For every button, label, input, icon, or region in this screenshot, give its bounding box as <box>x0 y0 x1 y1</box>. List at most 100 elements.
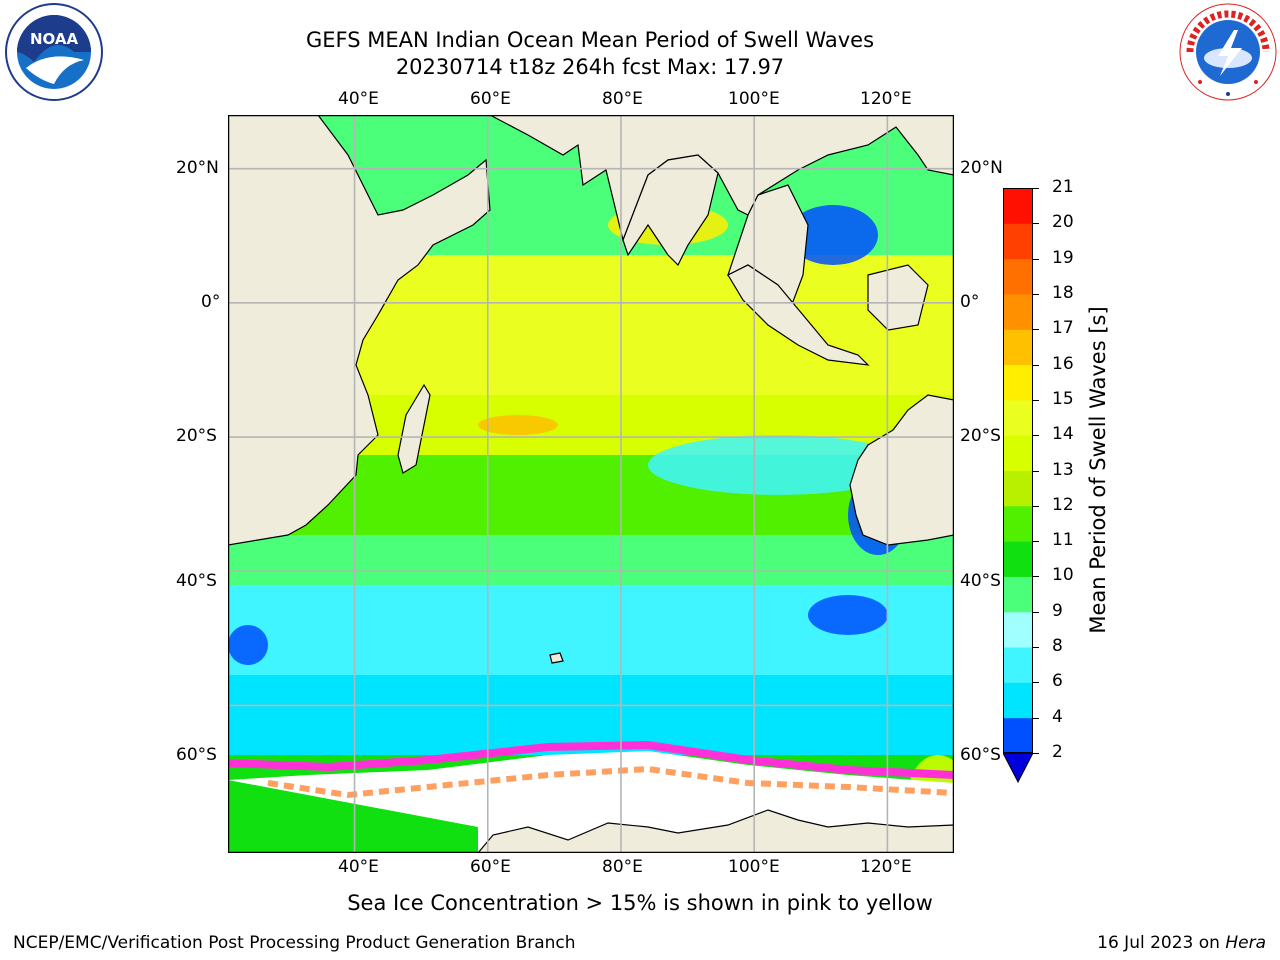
graticule <box>228 115 954 853</box>
lon-label-bottom-60e: 60°E <box>470 857 511 877</box>
colorbar-tick-label: 2 <box>1052 742 1063 762</box>
colorbar-segment <box>1003 682 1033 719</box>
lon-label-top-100e: 100°E <box>728 89 780 109</box>
sea-ice-edge <box>228 740 954 779</box>
ocean-feature <box>648 435 908 495</box>
colorbar-tick-label: 21 <box>1052 177 1074 197</box>
colorbar-tick-label: 15 <box>1052 388 1074 409</box>
colorbar-tick-mark <box>1033 753 1039 754</box>
svg-text:NOAA: NOAA <box>30 30 79 48</box>
ocean-feature <box>478 415 558 435</box>
colorbar-tick-label: 16 <box>1052 353 1074 374</box>
colorbar-tick-label: 17 <box>1052 318 1074 339</box>
colorbar-segment <box>1003 647 1033 683</box>
colorbar-tick-mark <box>1033 717 1039 719</box>
colorbar-segment <box>1003 576 1033 613</box>
borneo-land <box>867 264 929 331</box>
colorbar-tick-mark <box>1033 188 1039 189</box>
colorbar-tick-mark <box>1033 470 1039 472</box>
ocean-feature <box>808 595 888 635</box>
lon-label-bottom-80e: 80°E <box>602 857 643 877</box>
colorbar-tick-label: 10 <box>1052 565 1074 586</box>
lon-label-top-120e: 120°E <box>860 89 912 109</box>
lon-label-top-40e: 40°E <box>338 89 379 109</box>
colorbar-segment <box>1003 223 1033 260</box>
sumatra-land <box>727 264 870 366</box>
colorbar-segment <box>1003 293 1033 330</box>
noaa-logo: NOAA <box>5 3 103 101</box>
colorbar <box>1003 188 1033 784</box>
lat-label-left-20n: 20°N <box>176 158 219 178</box>
colorbar-segment <box>1003 435 1033 471</box>
footer-credit: NCEP/EMC/Verification Post Processing Pr… <box>13 933 576 953</box>
colorbar-tick-label: 9 <box>1052 600 1063 621</box>
colorbar-tick-label: 6 <box>1052 671 1063 692</box>
map-border <box>228 115 954 853</box>
colorbar-segment <box>1003 329 1033 366</box>
india-land <box>622 154 719 267</box>
colorbar-tick-mark <box>1033 682 1039 684</box>
colorbar-segment <box>1003 258 1033 295</box>
lon-label-bottom-120e: 120°E <box>860 857 912 877</box>
asia-land <box>489 115 954 243</box>
colorbar-tick-label: 4 <box>1052 706 1063 727</box>
colorbar-tick-mark <box>1033 329 1039 331</box>
colorbar-tick-mark <box>1033 258 1039 260</box>
colorbar-tick-label: 20 <box>1052 212 1074 233</box>
colorbar-tick-mark <box>1033 505 1039 507</box>
antarctica-land <box>477 809 954 853</box>
colorbar-tick-mark <box>1033 399 1039 401</box>
colorbar-segment <box>1003 399 1033 436</box>
australia-land <box>849 394 954 546</box>
colorbar-segment <box>1003 717 1033 754</box>
colorbar-tick-label: 14 <box>1052 424 1074 445</box>
lon-label-top-60e: 60°E <box>470 89 511 109</box>
lon-label-bottom-100e: 100°E <box>728 857 780 877</box>
colorbar-segment <box>1003 188 1033 224</box>
colorbar-tick-mark <box>1033 223 1039 225</box>
colorbar-tick-mark <box>1033 611 1039 613</box>
kerguelen-island <box>549 652 564 664</box>
colorbar-tick-label: 19 <box>1052 247 1074 268</box>
colorbar-segment <box>1003 611 1033 648</box>
colorbar-segment <box>1003 364 1033 401</box>
ocean-feature <box>428 305 568 365</box>
colorbar-segment <box>1003 470 1033 507</box>
nws-logo <box>1179 3 1277 101</box>
colorbar-tick-mark <box>1033 576 1039 578</box>
lon-label-top-80e: 80°E <box>602 89 643 109</box>
map-title: GEFS MEAN Indian Ocean Mean Period of Sw… <box>305 28 875 52</box>
lat-label-right-20n: 20°N <box>960 158 1003 178</box>
colorbar-tick-label: 11 <box>1052 530 1074 551</box>
colorbar-tick-label: 8 <box>1052 636 1063 657</box>
sea-ice-caption: Sea Ice Concentration > 15% is shown in … <box>347 891 933 915</box>
lat-label-left-20s: 20°S <box>176 426 217 446</box>
ocean-band <box>228 535 954 585</box>
colorbar-tick-mark <box>1033 647 1039 649</box>
sea-ice-fringe <box>267 765 954 799</box>
footer-date-text: 16 Jul 2023 on <box>1097 933 1226 953</box>
lat-label-left-60s: 60°S <box>176 745 217 765</box>
ocean-feature <box>228 625 268 665</box>
lon-label-bottom-40e: 40°E <box>338 857 379 877</box>
ocean-band <box>228 675 954 755</box>
colorbar-tick-mark <box>1033 293 1039 295</box>
colorbar-tick-mark <box>1033 541 1039 543</box>
ocean-feature <box>788 205 878 265</box>
lat-label-left-0: 0° <box>201 292 221 312</box>
swell-period-map <box>228 115 954 853</box>
map-subtitle: 20230714 t18z 264h fcst Max: 17.97 <box>395 55 785 79</box>
lat-label-right-60s: 60°S <box>960 745 1001 765</box>
colorbar-tick-mark <box>1033 435 1039 437</box>
madagascar-land <box>397 383 431 474</box>
colorbar-extend-arrow <box>1003 752 1033 784</box>
colorbar-label: Mean Period of Swell Waves [s] <box>1086 306 1110 634</box>
footer-date: 16 Jul 2023 on Hera <box>1097 933 1266 953</box>
colorbar-tick-label: 13 <box>1052 459 1074 480</box>
lat-label-left-40s: 40°S <box>176 571 217 591</box>
footer-host: Hera <box>1225 933 1266 953</box>
lat-label-right-40s: 40°S <box>960 571 1001 591</box>
colorbar-tick-label: 18 <box>1052 282 1074 303</box>
colorbar-segment <box>1003 505 1033 542</box>
colorbar-segment <box>1003 541 1033 577</box>
